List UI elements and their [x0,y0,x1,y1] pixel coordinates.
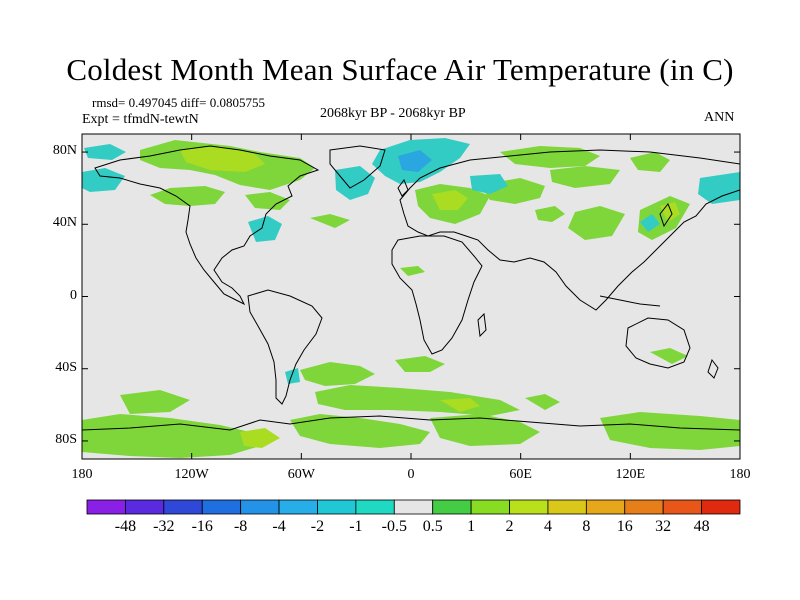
colorbar-label: 4 [543,518,552,535]
colorbar-label: -48 [114,518,137,535]
warm-mid-patches [180,146,680,448]
lat-label: 40N [52,215,77,231]
colorbar [86,499,741,515]
colorbar-label: 1 [467,518,476,535]
colorbar-swatch [393,499,434,515]
season-label: ANN [704,110,735,125]
new-zealand-coast [707,358,719,379]
lat-label: 80S [55,431,77,447]
colorbar-label: 48 [693,518,710,535]
greenland-coast [329,145,386,189]
stats-text: rmsd= 0.497045 diff= 0.0805755 [92,95,265,110]
anomaly-fields [82,138,740,458]
lon-label: 120E [615,467,646,482]
lon-label: 60E [509,467,532,482]
plot-title: Coldest Month Mean Surface Air Temperatu… [66,52,734,87]
lat-label: 0 [70,287,77,303]
lon-label: 0 [407,467,415,482]
colorbar-label: -0.5 [381,518,407,535]
australia-coast [625,317,691,369]
colorbar-swatch [585,499,626,515]
colorbar-swatch [125,499,165,515]
colorbar-label: -16 [191,518,213,535]
japan-coast [659,203,673,228]
north-america-coast [94,145,320,306]
africa-coast [391,235,483,355]
lon-label: 180 [71,467,93,482]
colorbar-label: 16 [616,518,633,535]
lon-label: 120W [174,467,209,482]
madagascar-coast [477,312,487,338]
lon-label: 60W [287,467,315,482]
lat-label: 40S [55,359,77,375]
experiment-label: Expt = tfmdN-tewtN [82,112,199,127]
colorbar-swatch [201,499,242,515]
coastlines [82,145,740,431]
colorbar-swatch [509,499,549,515]
colorbar-swatch [240,499,280,515]
colorbar-swatch [624,499,664,515]
antarctica-coast [82,415,740,431]
indonesia-coast [599,295,661,307]
colorbar-swatch [355,499,395,515]
colorbar-label: -4 [272,518,286,535]
lat-label: 80N [52,143,77,159]
cool-mid-patches [398,150,432,172]
uk-coast [397,178,409,197]
colorbar-swatch [547,499,587,515]
colorbar-label: -1 [349,518,363,535]
cool-anomaly-patches [82,138,740,384]
colorbar-label: 0.5 [422,518,443,535]
colorbar-swatch [278,499,318,515]
colorbar-label: -32 [153,518,175,535]
colorbar-swatch [163,499,203,515]
colorbar-label: 8 [582,518,591,535]
colorbar-swatch [86,499,126,515]
colorbar-label: 32 [655,518,672,535]
eurasia-coast [399,149,740,311]
lon-label: 180 [729,467,751,482]
axis-ticks [81,134,741,459]
colorbar-label: 2 [505,518,514,535]
colorbar-swatch [701,499,741,515]
colorbar-swatch [470,499,510,515]
south-america-coast [247,289,323,405]
colorbar-swatch [432,499,472,515]
colorbar-swatch [317,499,357,515]
colorbar-label: -8 [233,518,248,535]
period-label: 2068kyr BP - 2068kyr BP [320,106,466,121]
colorbar-label: -2 [310,518,325,535]
colorbar-swatch [662,499,702,515]
